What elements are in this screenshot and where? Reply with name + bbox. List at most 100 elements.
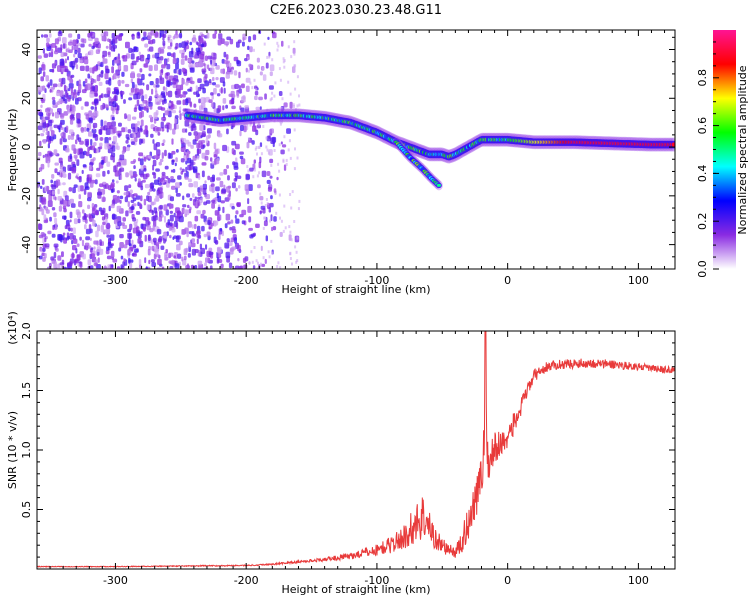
spectrogram-noise-cell <box>98 43 101 49</box>
spectrogram-noise-cell <box>207 55 213 60</box>
spectrogram-noise-cell <box>235 175 238 181</box>
spectrogram-noise-cell <box>241 96 246 103</box>
spectrogram-noise-cell <box>89 67 93 73</box>
spectrogram-noise-cell <box>66 93 69 100</box>
spectrogram-noise-cell <box>117 133 121 138</box>
spectrogram-noise-cell <box>164 215 166 223</box>
spectrogram-noise-cell <box>37 125 43 131</box>
spectrogram-noise-cell <box>90 83 93 90</box>
spectrogram-noise-cell <box>252 125 257 132</box>
spectrogram-noise-cell <box>172 58 177 64</box>
spectrogram-noise-cell <box>52 83 58 88</box>
spectrogram-noise-cell <box>58 157 63 164</box>
spectrogram-noise-cell <box>279 231 283 237</box>
spectrogram-noise-cell <box>265 62 269 69</box>
spectrogram-noise-cell <box>86 177 89 182</box>
spectrogram-noise-cell <box>234 265 240 269</box>
spectrogram-noise-cell <box>232 94 236 98</box>
spectrogram-noise-cell <box>51 43 56 48</box>
spectrogram-noise-cell <box>163 112 166 119</box>
spectrogram-noise-cell <box>275 211 278 215</box>
spectrogram-noise-cell <box>149 81 154 86</box>
spectrogram-noise-cell <box>185 128 188 133</box>
spectrogram-noise-cell <box>227 194 231 201</box>
spectrogram-noise-cell <box>153 198 157 205</box>
spectrogram-noise-cell <box>169 123 172 131</box>
spectrogram-noise-cell <box>89 49 94 56</box>
spectrogram-noise-cell <box>167 177 171 184</box>
spectrogram-noise-cell <box>115 35 118 40</box>
spectrogram-noise-cell <box>56 90 60 97</box>
spectrogram-noise-cell <box>87 204 91 210</box>
spectrogram-noise-cell <box>205 257 210 263</box>
spectrogram-noise-cell <box>192 155 197 161</box>
spectrogram-noise-cell <box>76 112 81 120</box>
spectrogram-noise-cell <box>121 80 125 84</box>
spectrogram-noise-cell <box>260 152 263 156</box>
spectrogram-noise-cell <box>90 139 93 146</box>
spectrogram-noise-cell <box>172 128 176 135</box>
spectrogram-noise-cell <box>38 223 42 230</box>
spectrogram-noise-cell <box>106 161 111 167</box>
spectrogram-noise-cell <box>140 110 144 118</box>
spectrogram-noise-cell <box>70 114 73 121</box>
spectrogram-noise-cell <box>151 88 154 95</box>
spectrogram-noise-cell <box>152 171 156 176</box>
spectrogram-noise-cell <box>77 218 81 224</box>
spectrogram-noise-cell <box>98 95 101 102</box>
y-tick-label: 0 <box>20 144 33 151</box>
spectrogram-noise-cell <box>195 47 201 53</box>
spectrogram-noise-cell <box>63 208 67 213</box>
spectrogram-noise-cell <box>87 146 90 152</box>
spectrogram-noise-cell <box>97 61 101 66</box>
spectrogram-noise-cell <box>229 38 234 45</box>
spectrogram-noise-cell <box>118 65 121 70</box>
spectrogram-noise-cell <box>125 140 129 144</box>
spectrogram-noise-cell <box>59 262 65 266</box>
spectrogram-noise-cell <box>283 65 286 69</box>
spectrogram-noise-cell <box>165 87 168 93</box>
spectrogram-noise-cell <box>288 225 291 229</box>
spectrogram-noise-cell <box>145 125 148 131</box>
spectrogram-noise-cell <box>154 64 158 71</box>
spectrogram-noise-cell <box>83 188 87 195</box>
spectrogram-noise-cell <box>41 64 46 71</box>
spectrogram-noise-cell <box>74 44 79 51</box>
spectrogram-noise-cell <box>289 193 292 196</box>
spectrogram-noise-cell <box>236 59 240 65</box>
spectrogram-noise-cell <box>129 223 133 230</box>
spectrogram-noise-cell <box>143 105 149 111</box>
spectrogram-noise-cell <box>217 214 222 221</box>
spectrogram-noise-cell <box>210 222 214 227</box>
spectrogram-noise-cell <box>166 72 170 76</box>
spectrogram-noise-cell <box>149 95 153 102</box>
spectrogram-noise-cell <box>169 214 174 222</box>
spectrogram-noise-cell <box>200 142 203 149</box>
spectrogram-noise-cell <box>138 152 144 157</box>
spectrogram-noise-cell <box>64 195 69 201</box>
spectrogram-noise-cell <box>97 65 101 71</box>
spectrogram-noise-cell <box>176 244 181 251</box>
spectrogram-noise-cell <box>119 234 124 239</box>
spectrogram-noise-cell <box>270 195 273 200</box>
spectrogram-noise-cell <box>247 45 250 51</box>
spectrogram-noise-cell <box>216 258 220 264</box>
spectrogram-noise-cell <box>240 124 244 131</box>
spectrogram-noise-cell <box>62 138 67 143</box>
spectrogram-noise-cell <box>41 116 46 123</box>
spectrogram-noise-cell <box>174 115 179 119</box>
spectrogram-noise-cell <box>293 167 296 171</box>
spectrogram-noise-cell <box>179 106 182 111</box>
spectrogram-noise-cell <box>227 221 231 225</box>
spectrogram-noise-cell <box>68 83 74 89</box>
spectrogram-noise-cell <box>107 145 111 150</box>
spectrogram-noise-cell <box>51 96 56 101</box>
spectrogram-noise-cell <box>110 182 115 188</box>
spectrogram-noise-cell <box>226 36 231 41</box>
spectrogram-noise-cell <box>72 187 76 194</box>
snr-panel: -300 -200 -100 0 100 0.5 1.0 1.5 2.0 Height of … <box>6 311 676 596</box>
spectrogram-noise-cell <box>225 74 230 78</box>
spectrogram-noise-cell <box>71 65 75 70</box>
spectrogram-noise-cell <box>279 266 282 269</box>
spectrogram-noise-cell <box>77 185 81 192</box>
